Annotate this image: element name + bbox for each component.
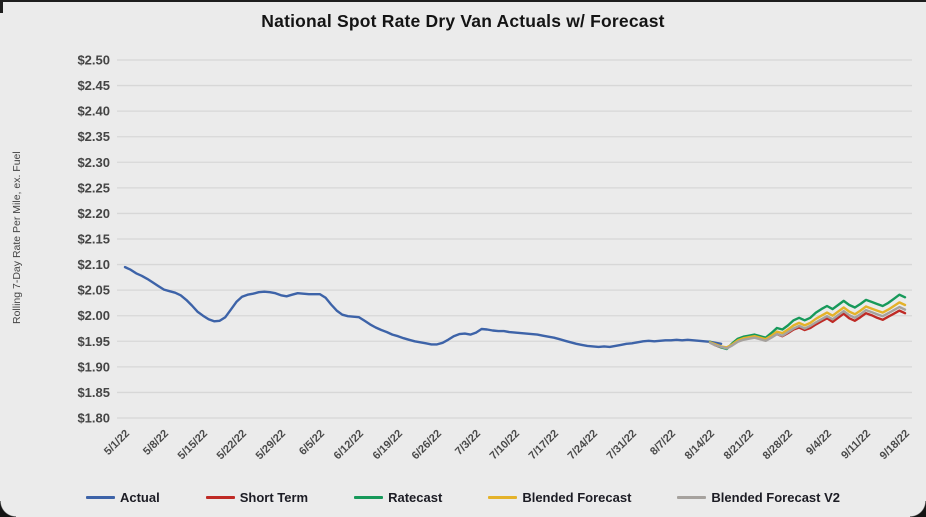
legend-item-short-term: Short Term: [205, 490, 309, 505]
y-tick-label: $2.50: [77, 53, 110, 68]
y-tick-label: $2.40: [77, 104, 110, 119]
legend-item-ratecast: Ratecast: [354, 490, 442, 505]
x-tick-label: 6/19/22: [371, 428, 405, 462]
x-tick-label: 9/18/22: [878, 428, 912, 462]
legend-item-blended-forecast-v2: Blended Forecast V2: [677, 490, 840, 505]
legend-item-actual: Actual: [85, 490, 160, 505]
series-line-blended-forecast: [708, 301, 907, 349]
x-tick-label: 6/12/22: [332, 428, 366, 462]
y-tick-label: $2.30: [77, 155, 110, 170]
y-tick-label: $1.95: [77, 334, 110, 349]
x-tick-label: 8/28/22: [761, 428, 795, 462]
chart-legend: Actual Short Term Ratecast Blended Forecast…: [0, 490, 926, 505]
y-tick-label: $1.90: [77, 359, 110, 374]
x-tick-label: 9/11/22: [839, 428, 873, 462]
x-tick-label: 5/29/22: [254, 428, 288, 462]
legend-label: Blended Forecast: [522, 490, 632, 505]
x-tick-label: 8/14/22: [683, 428, 717, 462]
series-line-blended-forecast-v2: [708, 305, 907, 350]
legend-label: Actual: [119, 490, 160, 505]
y-tick-label: $1.85: [77, 385, 110, 400]
x-tick-label: 7/24/22: [566, 428, 600, 462]
legend-item-blended-forecast: Blended Forecast: [488, 490, 631, 505]
legend-label: Ratecast: [388, 490, 443, 505]
x-tick-label: 7/31/22: [605, 428, 639, 462]
video-corner-bottom-left: [0, 501, 16, 517]
chart-title: National Spot Rate Dry Van Actuals w/ Fo…: [261, 11, 665, 31]
y-tick-label: $2.35: [77, 129, 110, 144]
series-line-ratecast: [708, 293, 907, 351]
x-tick-label: 5/1/22: [102, 428, 132, 458]
x-tick-label: 8/21/22: [722, 428, 756, 462]
x-tick-label: 7/17/22: [527, 428, 561, 462]
y-tick-label: $2.15: [77, 232, 110, 247]
legend-swatch: [354, 496, 384, 499]
x-tick-label: 6/26/22: [410, 428, 444, 462]
x-tick-label: 6/5/22: [297, 428, 327, 458]
x-tick-label: 7/3/22: [453, 428, 483, 458]
y-tick-label: $2.25: [77, 180, 110, 195]
x-tick-label: 5/8/22: [141, 428, 171, 458]
x-tick-label: 5/22/22: [215, 428, 249, 462]
video-left-edge: [0, 0, 3, 13]
legend-swatch: [488, 496, 518, 499]
y-tick-label: $2.20: [77, 206, 110, 221]
video-corner-bottom-right: [910, 501, 926, 517]
legend-swatch: [85, 496, 115, 499]
legend-swatch: [205, 496, 235, 499]
y-tick-label: $2.05: [77, 283, 110, 298]
y-tick-label: $1.80: [77, 411, 110, 426]
x-tick-label: 7/10/22: [488, 428, 522, 462]
legend-swatch: [677, 496, 707, 499]
x-tick-label: 9/4/22: [804, 428, 834, 458]
x-tick-label: 8/7/22: [648, 428, 678, 458]
y-tick-label: $2.10: [77, 257, 110, 272]
x-tick-label: 5/15/22: [176, 428, 210, 462]
series-line-actual: [123, 265, 723, 349]
legend-label: Short Term: [239, 490, 309, 505]
y-tick-label: $2.00: [77, 308, 110, 323]
y-tick-label: $2.45: [77, 78, 110, 93]
video-top-edge: [0, 0, 926, 2]
legend-label: Blended Forecast V2: [711, 490, 841, 505]
